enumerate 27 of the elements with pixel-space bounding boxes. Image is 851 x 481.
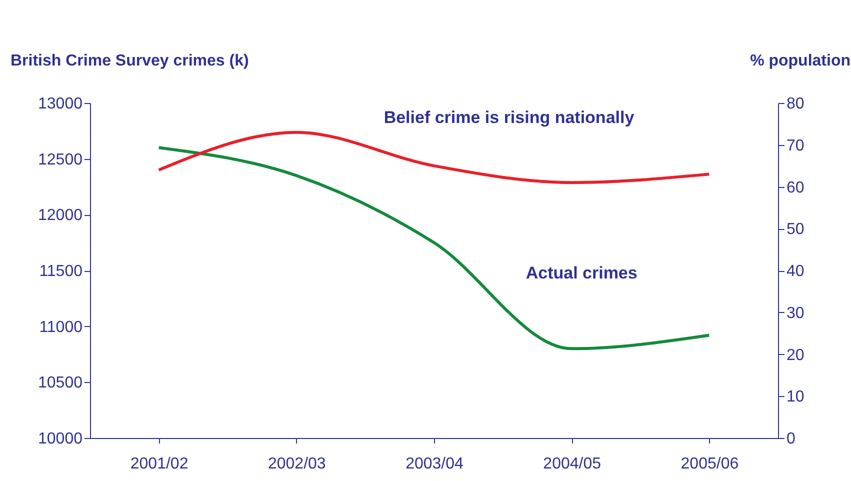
y2-axis-title: % population xyxy=(750,52,850,70)
line-series xyxy=(157,146,711,350)
series-label: Belief crime is rising nationally xyxy=(384,108,635,127)
x-tick-label: 2004/05 xyxy=(543,456,602,472)
y2-tick-label: 30 xyxy=(786,304,804,322)
y2-tick-label: 0 xyxy=(786,430,796,448)
y-tick-label: 10500 xyxy=(38,374,83,392)
line-series xyxy=(157,130,711,184)
y-tick-label: 11500 xyxy=(39,263,83,280)
y2-tick-label: 70 xyxy=(786,137,804,154)
y-tick-label: 10000 xyxy=(38,430,83,448)
y-axis-title: British Crime Survey crimes (k) xyxy=(10,52,249,70)
y2-tick-label: 60 xyxy=(786,179,804,196)
series-label: Actual crimes xyxy=(526,264,638,283)
x-tick-label: 2003/04 xyxy=(406,456,464,472)
x-tick-label: 2001/02 xyxy=(130,456,188,472)
x-tick-label: 2002/03 xyxy=(268,456,326,472)
y-tick-label: 12000 xyxy=(38,207,83,224)
y-tick-label: 11000 xyxy=(39,318,83,336)
y2-tick-label: 80 xyxy=(786,96,804,112)
x-tick-label: 2005/06 xyxy=(680,456,739,472)
y-tick-label: 12500 xyxy=(38,151,83,168)
y-tick-label: 13000 xyxy=(38,96,83,112)
y2-tick-label: 20 xyxy=(786,346,804,364)
y2-tick-label: 50 xyxy=(786,221,804,238)
y2-tick-label: 40 xyxy=(786,263,804,280)
y2-tick-label: 10 xyxy=(786,388,804,406)
